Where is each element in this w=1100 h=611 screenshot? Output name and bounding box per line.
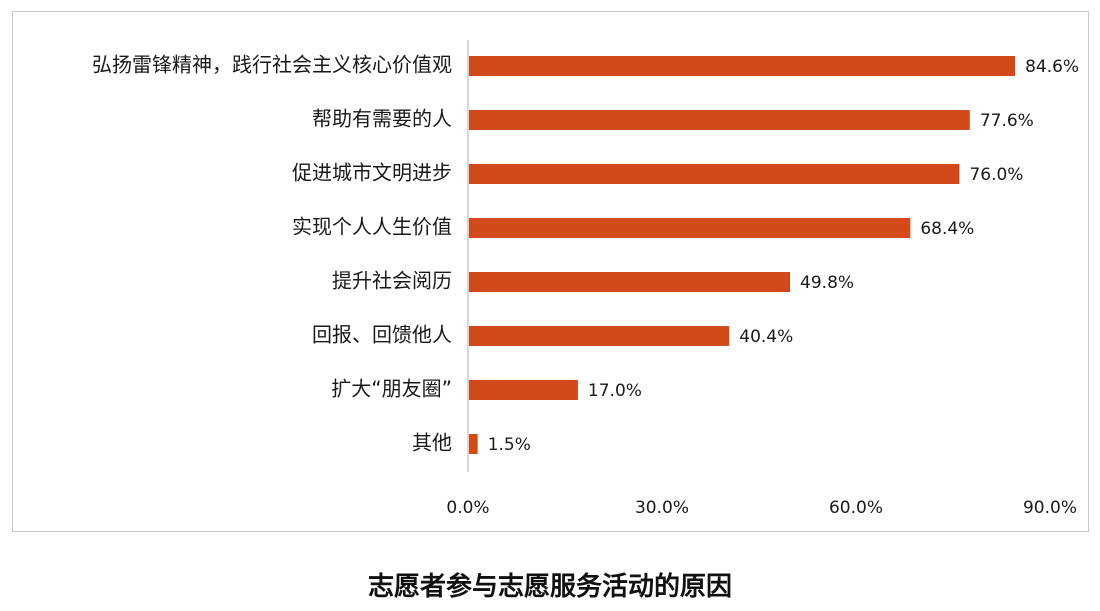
bar bbox=[469, 56, 1016, 76]
bar bbox=[469, 218, 911, 238]
category-label: 促进城市文明进步 bbox=[292, 161, 452, 185]
value-label: 76.0% bbox=[969, 165, 1023, 185]
value-label: 17.0% bbox=[588, 381, 642, 401]
value-label: 68.4% bbox=[920, 219, 974, 239]
value-label: 49.8% bbox=[800, 273, 854, 293]
category-label: 其他 bbox=[412, 431, 452, 455]
x-tick-label: 0.0% bbox=[446, 498, 489, 518]
value-label: 40.4% bbox=[739, 327, 793, 347]
x-tick-label: 90.0% bbox=[1023, 498, 1077, 518]
category-label: 实现个人人生价值 bbox=[292, 215, 452, 239]
bar bbox=[469, 110, 970, 130]
value-label: 1.5% bbox=[488, 435, 531, 455]
chart-title: 志愿者参与志愿服务活动的原因 bbox=[367, 572, 732, 602]
chart-frame: 弘扬雷锋精神，践行社会主义核心价值观 84.6% 帮助有需要的人 77.6% 促进城市文… bbox=[12, 11, 1089, 532]
category-label: 提升社会阅历 bbox=[332, 269, 452, 293]
category-label: 弘扬雷锋精神，践行社会主义核心价值观 bbox=[92, 53, 452, 77]
bar bbox=[469, 272, 791, 292]
bar-chart: 弘扬雷锋精神，践行社会主义核心价值观 84.6% 帮助有需要的人 77.6% 促进城市文… bbox=[92, 40, 1079, 518]
category-label: 回报、回馈他人 bbox=[312, 323, 452, 347]
bar bbox=[469, 326, 730, 346]
bar bbox=[469, 434, 478, 454]
category-label: 帮助有需要的人 bbox=[312, 107, 452, 131]
x-tick-label: 30.0% bbox=[635, 498, 689, 518]
bar bbox=[469, 380, 578, 400]
value-label: 84.6% bbox=[1025, 57, 1079, 77]
value-label: 77.6% bbox=[980, 111, 1034, 131]
x-tick-label: 60.0% bbox=[829, 498, 883, 518]
category-label: 扩大“朋友圈” bbox=[331, 377, 452, 401]
bar bbox=[469, 164, 960, 184]
